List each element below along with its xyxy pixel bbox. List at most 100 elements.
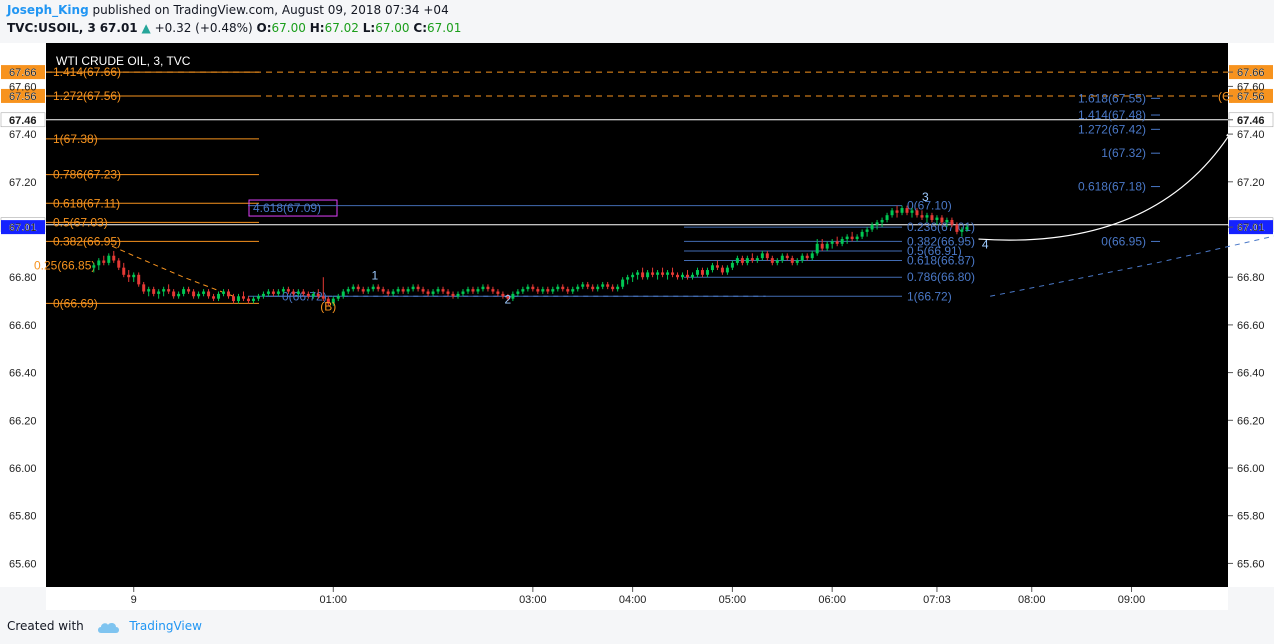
price-chart[interactable]: 0(66.69) 0.382(66.95) 0.5(67.03) 0.618(67.1… xyxy=(0,40,1274,610)
candle-body xyxy=(376,286,380,290)
candle-body xyxy=(775,260,779,263)
x-tick-label: 08:00 xyxy=(1018,594,1046,606)
candle-body xyxy=(301,291,305,294)
projection-curve xyxy=(978,129,1234,241)
up-arrow-icon: ▲ xyxy=(141,21,151,35)
candle-body xyxy=(127,274,131,278)
price-tag-right-label: 67.56 xyxy=(1237,91,1265,103)
candle-body xyxy=(311,293,315,297)
candle-body xyxy=(346,289,350,292)
candle-body xyxy=(700,270,704,275)
author-link[interactable]: Joseph_King xyxy=(7,3,89,17)
left-price-axis[interactable] xyxy=(0,43,46,587)
candle-body xyxy=(825,243,829,249)
candle-body xyxy=(207,291,211,297)
y-tick-label-right: 65.60 xyxy=(1237,558,1265,570)
candle-body xyxy=(241,296,245,299)
price-tag-left-label: 67.46 xyxy=(9,115,37,127)
candle-body xyxy=(885,215,889,220)
candle-body xyxy=(695,270,699,275)
fib-mid-level-label: 0.618(66.87) xyxy=(907,254,975,268)
y-tick-label-left: 67.66 xyxy=(9,67,37,79)
right-price-axis[interactable] xyxy=(1228,43,1274,587)
high-value: 67.02 xyxy=(324,21,359,35)
candle-body xyxy=(875,222,879,225)
candle-body xyxy=(396,289,400,292)
y-tick-label-right: 67.66 xyxy=(1237,67,1265,79)
fib-mid-level-label: 0(67.10) xyxy=(907,199,952,213)
price-tag-right xyxy=(1229,65,1273,80)
fib-left-level-label: 0(66.69) xyxy=(53,296,98,310)
candle-body xyxy=(331,298,335,304)
plot-area[interactable] xyxy=(46,43,1228,587)
created-with-label: Created with xyxy=(7,619,84,633)
candle-body xyxy=(406,289,410,292)
candle-body xyxy=(611,286,615,290)
tradingview-cloud-icon xyxy=(97,622,119,633)
candle-body xyxy=(256,296,260,299)
fib-right-level-label: 1.414(67.48) xyxy=(1078,108,1146,122)
candle-body xyxy=(671,272,675,275)
y-tick-label-right: 67.20 xyxy=(1237,177,1265,189)
candle-body xyxy=(566,289,570,292)
candle-body xyxy=(616,286,620,290)
candle-body xyxy=(750,258,754,261)
candle-body xyxy=(466,289,470,292)
candle-body xyxy=(456,293,460,297)
candle-body xyxy=(501,293,505,297)
candle-body xyxy=(202,291,206,294)
candle-body xyxy=(745,258,749,263)
symbol-label: TVC:USOIL, 3 xyxy=(7,21,96,35)
candle-body xyxy=(122,267,126,275)
candle-body xyxy=(217,293,221,299)
candle-body xyxy=(586,284,590,287)
x-tick-label: 09:00 xyxy=(1118,594,1146,606)
fib-left-level-label: 1.272(67.56) xyxy=(53,89,121,103)
chart-title: WTI CRUDE OIL, 3, TVC xyxy=(56,54,191,68)
candle-body xyxy=(915,210,919,216)
candle-body xyxy=(850,236,854,240)
candle-body xyxy=(361,289,365,292)
fib-right-level-label: 0(66.95) xyxy=(1101,234,1146,248)
y-tick-label-left: 66.00 xyxy=(9,463,37,475)
candle-body xyxy=(167,289,171,292)
candle-body xyxy=(935,217,939,220)
candle-body xyxy=(112,255,116,261)
y-tick-label-left: 66.60 xyxy=(9,320,37,332)
symbol-info: TVC:USOIL, 3 67.01 ▲ +0.32 (+0.48%) O:67… xyxy=(7,21,461,35)
candle-body xyxy=(880,219,884,223)
candle-body xyxy=(232,296,235,302)
candle-body xyxy=(431,291,435,294)
candle-body xyxy=(596,286,600,290)
candle-body xyxy=(621,279,625,287)
x-tick-label: 06:00 xyxy=(818,594,846,606)
candle-body xyxy=(860,231,864,237)
high-label: H: xyxy=(309,21,325,35)
y-tick-label-left: 66.40 xyxy=(9,368,37,380)
candle-body xyxy=(945,219,949,223)
candle-body xyxy=(685,274,689,278)
time-axis[interactable] xyxy=(46,587,1228,610)
y-tick-label-right: 67.60 xyxy=(1237,81,1265,93)
candle-body xyxy=(780,255,784,261)
x-tick-label: 01:00 xyxy=(320,594,348,606)
candle-body xyxy=(710,265,714,271)
candle-body xyxy=(386,291,390,294)
candle-body xyxy=(152,289,156,294)
candle-body xyxy=(441,289,445,292)
candle-body xyxy=(661,272,665,275)
candle-body xyxy=(546,289,550,292)
price-tag-left xyxy=(1,65,45,80)
y-tick-label-right: 65.80 xyxy=(1237,511,1265,523)
tradingview-brand[interactable]: TradingView xyxy=(129,619,202,633)
price-tag-left-label: 67.56 xyxy=(9,91,37,103)
candle-body xyxy=(446,291,450,294)
open-label: O: xyxy=(256,21,272,35)
candle-body xyxy=(765,253,769,259)
candle-body xyxy=(526,286,530,290)
candle-body xyxy=(641,272,645,278)
candle-body xyxy=(481,286,485,290)
fib-left-level-label: 0.382(66.95) xyxy=(53,234,121,248)
candle-body xyxy=(815,243,819,254)
candle-body xyxy=(306,293,310,297)
